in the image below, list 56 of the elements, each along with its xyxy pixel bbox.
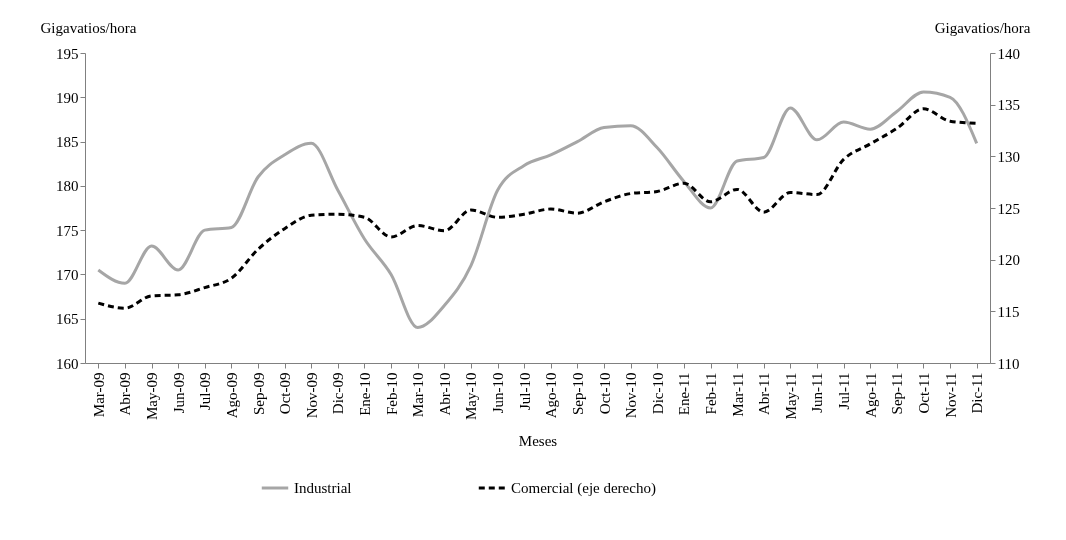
x-tick-label: Mar-11 [729,372,746,417]
x-tick-label: Jul-11 [836,372,853,410]
x-tick-label: Ene-11 [676,372,693,416]
x-tick-label: Abr-09 [117,372,134,416]
x-tick-label: Jun-10 [490,372,507,414]
x-tick-label: Ene-10 [356,372,373,416]
y-tick-label: 170 [56,266,79,283]
line-series [96,90,979,330]
x-tick-label: Nov-11 [942,372,959,418]
x-tick-label: Abr-11 [756,372,773,415]
x-tick-label: Mar-10 [410,372,427,418]
y-tick-label: 195 [56,45,79,62]
x-tick-label: Jul-10 [516,372,533,410]
x-tick-label: May-11 [782,372,799,420]
x-tick-label: Ago-11 [862,372,879,418]
y2-tick-label: 140 [997,45,1020,62]
y2-tick-label: 130 [997,148,1020,165]
x-tick-label: Jul-09 [197,372,214,410]
y-tick-label: 175 [56,222,79,239]
line-series [96,107,979,310]
x-tick-label: Feb-11 [703,372,720,415]
x-tick-label: Dic-09 [330,372,347,415]
x-tick-label: Ago-10 [543,372,560,419]
x-tick-label: Nov-09 [303,372,320,419]
y-tick-label: 180 [56,178,79,195]
y-tick-label: 185 [56,134,79,151]
x-tick-label: Dic-10 [649,372,666,415]
y2-tick-label: 120 [997,252,1020,269]
y2-tick-label: 135 [997,97,1020,114]
x-tick-label: Dic-11 [969,372,986,414]
x-tick-label: Sep-09 [250,372,267,415]
x-axis-title: Meses [518,432,558,449]
x-tick-label: Nov-10 [623,372,640,419]
x-tick-label: Sep-10 [569,372,586,415]
x-tick-label: Jun-09 [170,372,187,414]
x-tick-label: Oct-09 [277,372,294,415]
x-tick-label: Mar-09 [90,372,107,418]
x-tick-label: Oct-11 [915,372,932,414]
y-tick-label: 160 [56,355,79,372]
y-tick-label: 190 [56,89,79,106]
y2-tick-label: 115 [997,303,1020,320]
legend-label: Comercial (eje derecho) [511,480,656,497]
y2-tick-label: 125 [997,200,1020,217]
y-axis-title: Gigavatios/hora [40,19,137,36]
x-tick-label: May-10 [463,372,480,420]
y2-axis-title: Gigavatios/hora [934,19,1031,36]
y-tick-label: 165 [56,311,79,328]
x-tick-label: Jun-11 [809,372,826,413]
x-tick-label: Oct-10 [596,372,613,415]
x-tick-label: Sep-11 [889,372,906,415]
x-tick-label: Feb-10 [383,372,400,415]
x-tick-label: Ago-09 [223,372,240,419]
y2-tick-label: 110 [997,355,1020,372]
legend-label: Industrial [294,480,352,496]
x-tick-label: May-09 [144,372,161,420]
x-tick-label: Abr-10 [436,372,453,416]
